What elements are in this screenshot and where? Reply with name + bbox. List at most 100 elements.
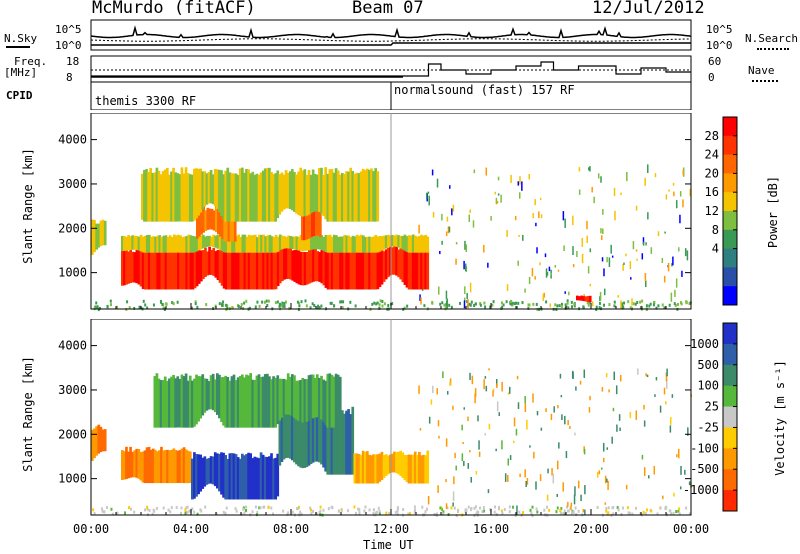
noise-baseline xyxy=(91,42,691,46)
echo-cell xyxy=(612,506,615,510)
echo-cell xyxy=(197,168,200,216)
echo-cell xyxy=(212,247,216,276)
echo-cell xyxy=(666,378,668,389)
echo-cell xyxy=(382,235,386,250)
echo-cell xyxy=(245,299,248,303)
echo-cell xyxy=(488,368,490,371)
echo-cell xyxy=(133,306,136,310)
echo-cell xyxy=(146,505,149,509)
echo-cell xyxy=(193,236,197,253)
echo-cell xyxy=(419,428,422,431)
echo-cell xyxy=(629,411,632,419)
echo-cell xyxy=(604,502,607,505)
echo-cell xyxy=(611,436,613,444)
echo-cell xyxy=(562,512,565,516)
echo-cell xyxy=(266,373,269,428)
echo-cell xyxy=(370,455,373,484)
echo-cell xyxy=(281,304,284,308)
echo-cell xyxy=(606,447,609,450)
echo-cell xyxy=(343,413,346,475)
echo-cell xyxy=(679,301,682,305)
echo-cell xyxy=(673,191,675,197)
echo-cell xyxy=(381,304,384,308)
echo-cell xyxy=(234,454,238,500)
echo-cell xyxy=(388,511,391,515)
echo-cell xyxy=(677,509,680,513)
echo-cell xyxy=(333,304,336,308)
echo-cell xyxy=(574,432,576,436)
echo-cell xyxy=(600,235,603,241)
echo-cell xyxy=(589,395,591,401)
echo-cell xyxy=(328,408,332,475)
echo-cell xyxy=(568,291,570,296)
echo-cell xyxy=(324,380,328,426)
echo-cell xyxy=(270,246,274,290)
echo-cell xyxy=(303,409,307,468)
echo-cell xyxy=(623,301,626,305)
echo-cell xyxy=(303,235,307,251)
colorbar-tick-label: -100 xyxy=(690,441,719,455)
echo-cell xyxy=(573,304,576,308)
echo-cell xyxy=(222,377,225,426)
echo-cell xyxy=(174,449,178,484)
echo-cell xyxy=(576,250,578,258)
echo-cell xyxy=(517,301,520,305)
echo-cell xyxy=(566,505,569,509)
echo-cell xyxy=(466,300,469,304)
echo-cell xyxy=(642,241,645,246)
echo-cell xyxy=(572,246,574,256)
echo-cell xyxy=(601,386,604,392)
echo-cell xyxy=(299,510,302,514)
echo-cell xyxy=(141,247,145,290)
echo-cell xyxy=(521,181,523,191)
echo-cell xyxy=(316,174,319,212)
echo-cell xyxy=(186,380,190,428)
echo-cell xyxy=(99,426,103,453)
echo-cell xyxy=(286,373,290,415)
echo-cell xyxy=(551,468,553,476)
echo-cell xyxy=(409,250,413,290)
nsky-trace xyxy=(90,25,692,39)
echo-cell xyxy=(261,170,265,222)
echo-cell xyxy=(272,236,276,253)
echo-cell xyxy=(154,236,157,253)
echo-cell xyxy=(384,454,388,477)
echo-cell xyxy=(600,467,603,470)
echo-cell xyxy=(213,379,217,413)
echo-cell xyxy=(183,236,187,253)
echo-cell xyxy=(648,304,651,308)
echo-cell xyxy=(621,304,624,308)
echo-cell xyxy=(513,302,516,306)
echo-cell xyxy=(368,454,371,484)
echo-cell xyxy=(446,391,449,395)
echo-cell xyxy=(170,171,173,222)
echo-cell xyxy=(310,236,313,250)
echo-cell xyxy=(103,510,106,514)
echo-cell xyxy=(472,220,475,228)
cpid-segment-1: themis 3300 RF xyxy=(95,94,197,108)
echo-cell xyxy=(389,246,392,276)
echo-cell xyxy=(203,171,207,207)
echo-cell xyxy=(239,236,243,253)
echo-cell xyxy=(458,301,461,305)
echo-cell xyxy=(299,251,303,286)
echo-cell xyxy=(548,266,551,272)
echo-cell xyxy=(297,506,300,510)
echo-cell xyxy=(182,173,186,222)
echo-cell xyxy=(91,219,94,255)
echo-cell xyxy=(218,302,221,306)
echo-cell xyxy=(450,506,453,510)
echo-cell xyxy=(297,380,300,422)
echo-cell xyxy=(270,506,273,510)
echo-cell xyxy=(463,300,466,309)
time-axis-label: Time UT xyxy=(363,538,414,552)
velocity-ylabel: Slant Range [km] xyxy=(20,356,35,472)
echo-cell xyxy=(407,247,411,290)
echo-cell xyxy=(191,174,194,222)
echo-cell xyxy=(268,456,271,500)
echo-cell xyxy=(589,166,591,172)
echo-cell xyxy=(262,505,265,509)
echo-cell xyxy=(222,452,225,498)
echo-cell xyxy=(341,172,344,222)
